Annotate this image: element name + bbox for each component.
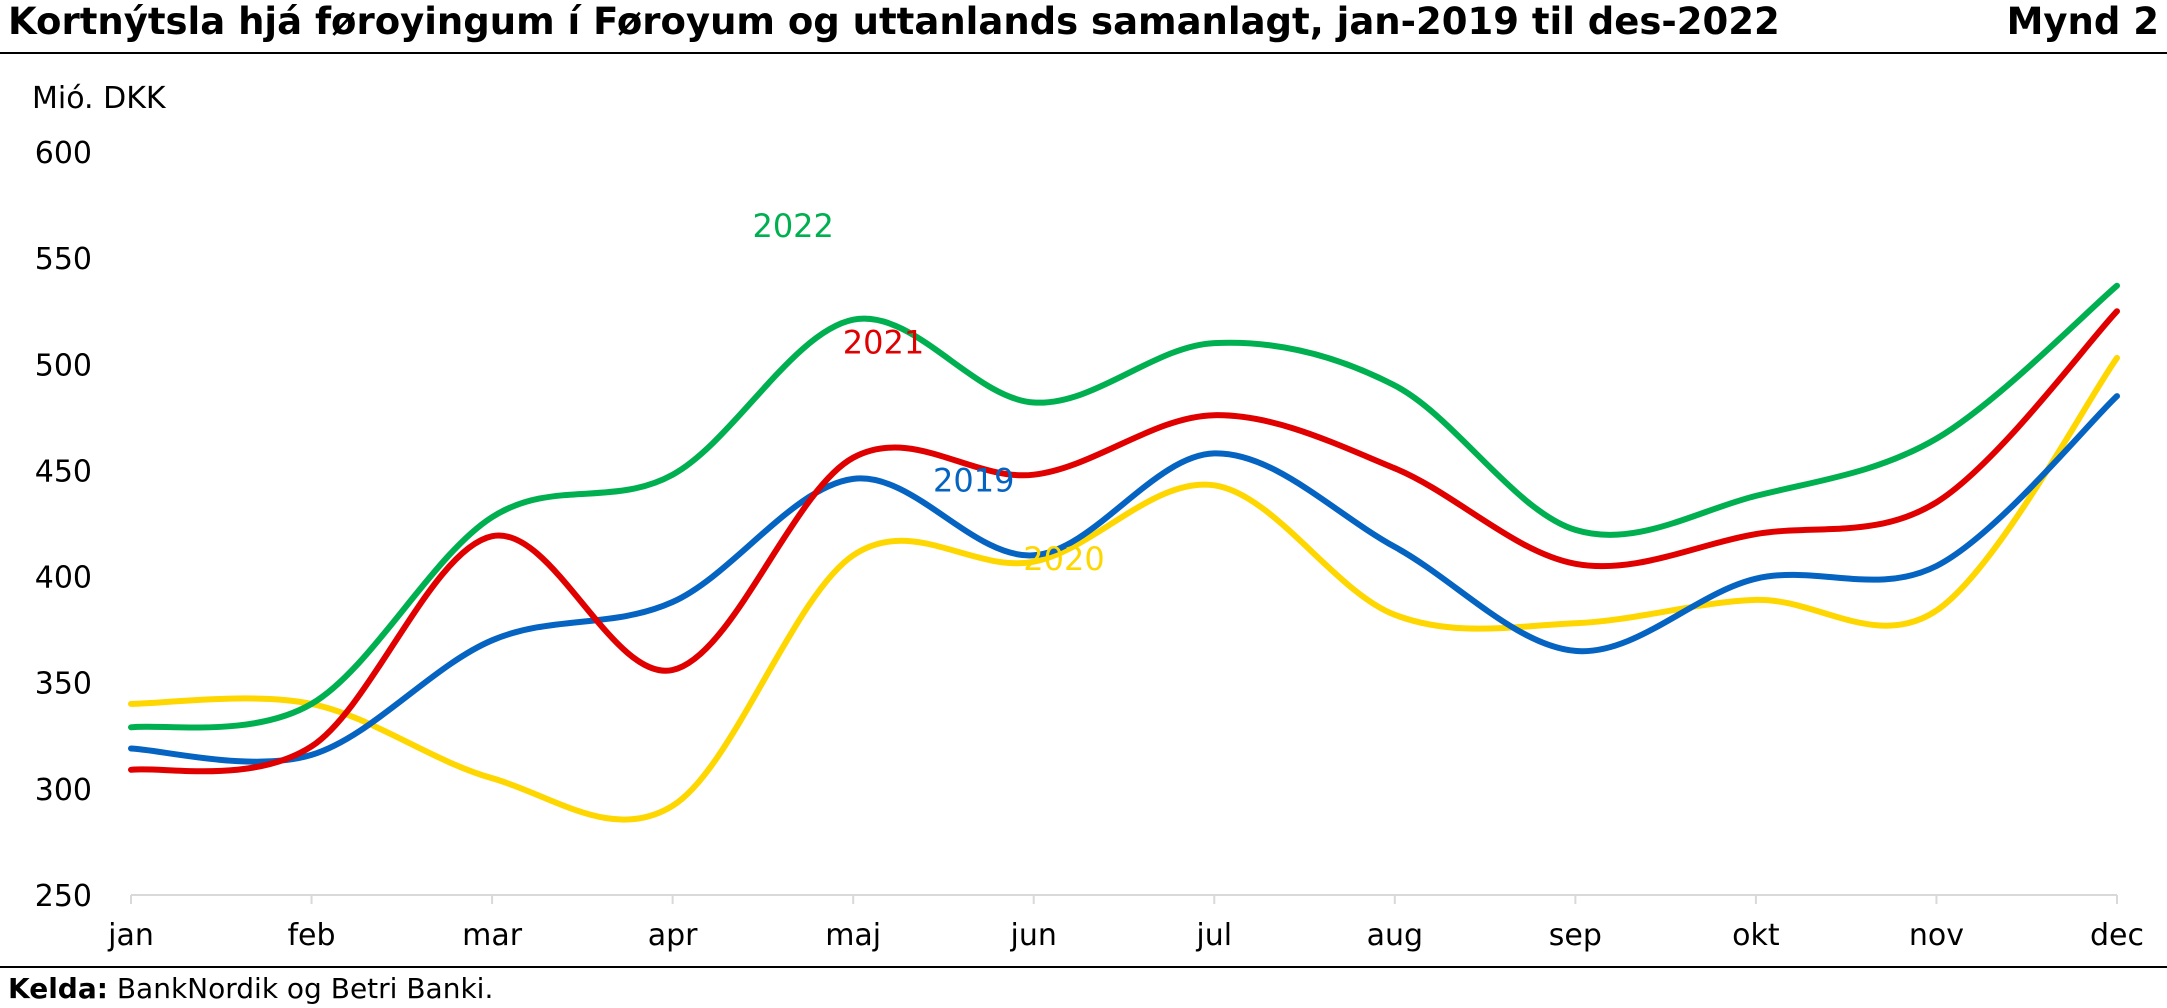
- x-tick-label: maj: [825, 918, 881, 953]
- y-tick-label: 600: [35, 136, 92, 171]
- source-text: BankNordik og Betri Banki.: [107, 972, 494, 1005]
- y-axis-label: Mió. DKK: [32, 81, 167, 116]
- source-label: Kelda:: [8, 972, 108, 1005]
- top-rule: [0, 52, 2167, 54]
- series-line-2021: [128, 308, 2120, 775]
- x-tick-label: apr: [648, 918, 698, 953]
- x-tick-label: sep: [1549, 918, 1602, 953]
- x-tick-label: jan: [107, 918, 154, 953]
- series-label-2021: 2021: [843, 324, 924, 362]
- x-tick-label: mar: [462, 918, 523, 953]
- x-tick-label: jun: [1010, 918, 1057, 953]
- series-line-2019: [128, 393, 2120, 765]
- x-tick-label: aug: [1367, 918, 1423, 953]
- y-tick-label: 450: [35, 454, 92, 489]
- chart-title: Kortnýtsla hjá føroyingum í Føroyum og u…: [8, 0, 1780, 43]
- series-line-2020: [128, 354, 2120, 823]
- y-tick-label: 250: [35, 879, 92, 914]
- x-tick-label: dec: [2090, 918, 2144, 953]
- x-axis: jan feb mar apr maj jun jul aug sep okt nov dec: [107, 894, 2144, 953]
- series-line-2022: [128, 282, 2120, 731]
- figure-number: Mynd 2: [2006, 0, 2159, 43]
- y-tick-label: 300: [35, 773, 92, 808]
- bottom-rule: [0, 966, 2167, 968]
- series-lines: [128, 282, 2120, 823]
- series-labels: 2019 2020 2021 2022: [752, 207, 1104, 578]
- x-tick-label: feb: [288, 918, 336, 953]
- x-tick-label: okt: [1732, 918, 1780, 953]
- y-tick-label: 400: [35, 561, 92, 596]
- series-label-2020: 2020: [1023, 540, 1104, 578]
- x-tick-label: jul: [1195, 918, 1232, 953]
- y-axis-ticks: 250 300 350 400 450 500 550 600: [35, 136, 92, 914]
- y-tick-label: 550: [35, 242, 92, 277]
- y-tick-label: 500: [35, 348, 92, 383]
- series-label-2022: 2022: [752, 207, 833, 245]
- x-tick-label: nov: [1909, 918, 1964, 953]
- line-chart: Mió. DKK 250 300 350 400 450 500 550 600 jan feb…: [32, 81, 2144, 953]
- y-tick-label: 350: [35, 667, 92, 702]
- source-note: Kelda: BankNordik og Betri Banki.: [8, 972, 493, 1005]
- series-label-2019: 2019: [933, 462, 1014, 500]
